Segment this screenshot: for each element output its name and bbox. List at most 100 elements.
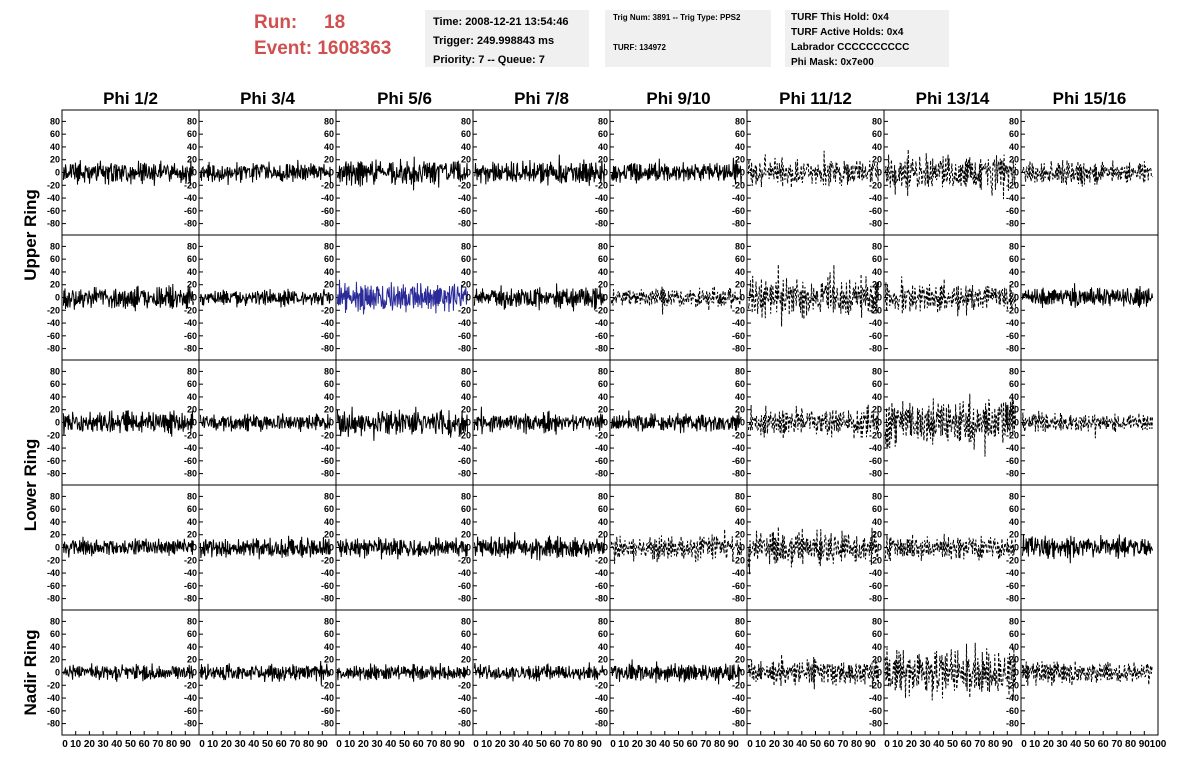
y-tick-label: 60 [461, 129, 471, 139]
y-tick-label: -60 [595, 456, 608, 466]
y-tick-label: 60 [324, 504, 334, 514]
y-tick-label: 0 [55, 543, 60, 553]
y-tick-label: -20 [321, 180, 334, 190]
x-tick-label: 50 [947, 739, 959, 750]
x-tick-label: 10 [892, 739, 904, 750]
y-tick-label: -20 [869, 430, 882, 440]
y-tick-label: -40 [184, 693, 197, 703]
x-tick-label: 60 [961, 739, 973, 750]
turf-text: TURF: 134972 [613, 43, 666, 52]
y-tick-label: 20 [598, 655, 608, 665]
turf-active-holds-text: TURF Active Holds: 0x4 [791, 27, 904, 38]
y-tick-label: 40 [598, 392, 608, 402]
y-tick-label: -80 [458, 719, 471, 729]
y-tick-label: -20 [458, 555, 471, 565]
y-tick-label: 0 [329, 668, 334, 678]
y-tick-label: -20 [1006, 430, 1019, 440]
y-tick-label: 0 [603, 168, 608, 178]
y-tick-label: -60 [732, 456, 745, 466]
y-tick-label: -60 [47, 456, 60, 466]
waveform-trace [610, 659, 742, 685]
y-tick-label: -80 [1006, 469, 1019, 479]
y-tick-label: 60 [324, 629, 334, 639]
y-tick-label: -60 [184, 456, 197, 466]
y-tick-label: -60 [732, 581, 745, 591]
y-tick-label: -80 [869, 469, 882, 479]
y-tick-label: -60 [184, 706, 197, 716]
y-tick-label: 60 [735, 504, 745, 514]
x-tick-label: 40 [111, 739, 123, 750]
y-tick-label: -20 [1006, 305, 1019, 315]
y-tick-label: -40 [1006, 193, 1019, 203]
y-tick-label: 20 [461, 155, 471, 165]
waveform-trace [473, 283, 605, 312]
column-header: Phi 5/6 [377, 89, 432, 108]
y-tick-label: -80 [47, 594, 60, 604]
y-tick-label: 0 [329, 418, 334, 428]
y-tick-label: 40 [50, 517, 60, 527]
y-tick-label: -20 [869, 180, 882, 190]
y-tick-label: 60 [461, 504, 471, 514]
y-tick-label: -40 [869, 693, 882, 703]
y-tick-label: -60 [184, 331, 197, 341]
waveform-trace [747, 654, 879, 690]
y-tick-label: -20 [184, 555, 197, 565]
y-tick-label: -40 [47, 193, 60, 203]
y-tick-label: 80 [735, 241, 745, 251]
x-tick-label: 70 [837, 739, 849, 750]
x-tick-label: 20 [632, 739, 644, 750]
y-tick-label: 0 [740, 168, 745, 178]
y-tick-label: -80 [321, 469, 334, 479]
event-value: 1608363 [317, 38, 392, 59]
x-tick-label: 70 [563, 739, 575, 750]
ring-label: Lower Ring [21, 439, 40, 532]
y-tick-label: -20 [321, 305, 334, 315]
waveform-trace [747, 526, 879, 575]
y-tick-label: -60 [595, 581, 608, 591]
x-tick-label: 30 [783, 739, 795, 750]
y-tick-label: 80 [1009, 366, 1019, 376]
x-tick-label: 40 [796, 739, 808, 750]
y-tick-label: -20 [732, 180, 745, 190]
waveform-trace [884, 276, 1016, 317]
phi-mask-text: Phi Mask: 0x7e00 [791, 57, 874, 68]
y-tick-label: -20 [321, 430, 334, 440]
x-tick-label: 30 [372, 739, 384, 750]
y-tick-label: -20 [732, 555, 745, 565]
y-tick-label: 0 [603, 293, 608, 303]
y-tick-label: -60 [869, 206, 882, 216]
y-tick-label: 0 [1014, 168, 1019, 178]
y-tick-label: 20 [50, 405, 60, 415]
y-tick-label: 80 [735, 616, 745, 626]
x-tick-label: 60 [550, 739, 562, 750]
y-tick-label: -20 [1006, 555, 1019, 565]
y-tick-label: -80 [732, 719, 745, 729]
x-tick-label: 60 [139, 739, 151, 750]
y-tick-label: -80 [869, 594, 882, 604]
y-tick-label: -40 [458, 318, 471, 328]
waveform-trace [747, 404, 879, 439]
x-tick-label: 80 [851, 739, 863, 750]
y-tick-label: -80 [47, 219, 60, 229]
y-tick-label: -80 [869, 219, 882, 229]
y-tick-label: 0 [466, 418, 471, 428]
y-tick-label: 20 [1009, 655, 1019, 665]
x-tick-label: 50 [1084, 739, 1096, 750]
y-tick-label: 60 [872, 129, 882, 139]
labrador-text: Labrador CCCCCCCCCC [791, 42, 910, 53]
waveform-trace [884, 533, 1016, 562]
y-tick-label: -20 [869, 555, 882, 565]
waveform-trace [747, 150, 879, 188]
x-tick-label: 30 [646, 739, 658, 750]
y-tick-label: 0 [55, 293, 60, 303]
y-tick-label: -20 [595, 555, 608, 565]
y-tick-label: -60 [47, 706, 60, 716]
y-tick-label: -60 [321, 206, 334, 216]
y-tick-label: -80 [732, 469, 745, 479]
y-tick-label: -40 [595, 193, 608, 203]
x-tick-label: 70 [974, 739, 986, 750]
column-header: Phi 15/16 [1053, 89, 1127, 108]
y-tick-label: -40 [321, 693, 334, 703]
column-header: Phi 11/12 [779, 89, 852, 108]
y-tick-label: -20 [321, 680, 334, 690]
